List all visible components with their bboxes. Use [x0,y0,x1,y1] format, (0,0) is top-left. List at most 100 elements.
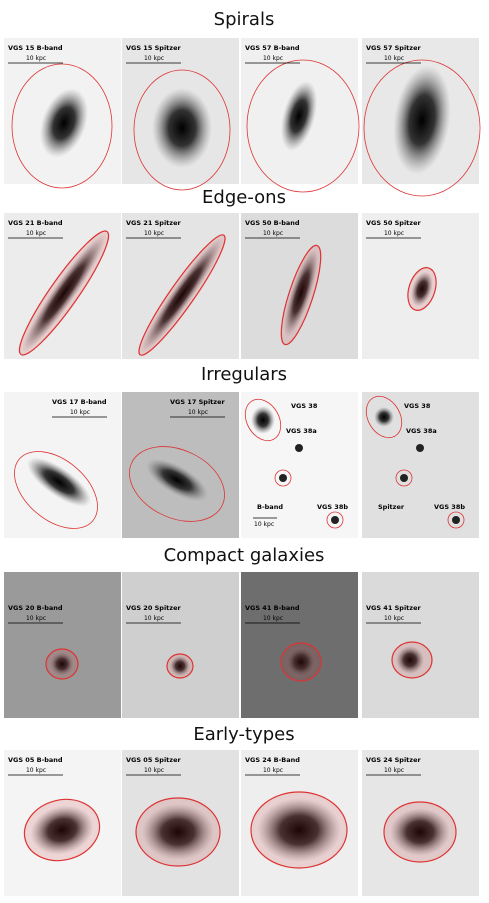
image-panel: VGS 20 Spitzer 10 kpc [122,572,239,718]
section-title: Irregulars [201,364,287,385]
contour [18,230,110,356]
contour [166,653,194,679]
scale-label: 10 kpc [26,230,46,237]
galaxy [410,271,434,307]
panel-label: VGS 17 Spitzer [170,398,225,406]
galaxy [285,646,317,678]
galaxy [283,249,319,337]
image-panel: VGS 41 B-band 10 kpc [241,572,358,718]
contour [280,642,322,682]
galaxy [152,88,212,168]
scale-label: 10 kpc [144,55,164,62]
contour [45,648,79,680]
panel-label: VGS 21 B-band [8,219,63,227]
contour [23,798,101,862]
galaxy [251,406,275,434]
star [452,516,460,524]
scale-label: 10 kpc [384,615,404,622]
galaxy [396,646,424,674]
contour [129,446,225,522]
star [400,474,408,482]
scale-label: 10 kpc [188,409,208,416]
panel-label: VGS 20 B-band [8,604,63,612]
panel-background [362,572,479,718]
galaxy [30,805,94,855]
scale-label: 10 kpc [144,615,164,622]
contour [395,469,413,487]
panel-label: B-band [257,503,283,511]
panel-label: VGS 38a [286,427,317,435]
panel-label: VGS 50 B-band [245,219,300,227]
scale-label: 10 kpc [26,55,46,62]
contour [280,244,322,346]
image-panel: VGS 41 Spitzer 10 kpc [362,572,479,718]
image-panel: VGS 38 VGS 38a B-band VGS 38b 10 kpc [241,392,358,538]
panel-label: VGS 41 Spitzer [366,604,421,612]
contour [14,451,98,529]
galaxy [145,458,209,502]
scale-label: 10 kpc [144,230,164,237]
panel-background [122,572,239,718]
star [295,444,303,452]
galaxy [280,80,318,152]
section-title: Early-types [193,724,294,745]
panel-label: VGS 17 B-band [52,398,107,406]
galaxy [26,457,92,507]
image-panel: VGS 15 B-band 10 kpc [4,38,121,189]
contour [135,797,221,867]
image-panel: VGS 21 B-band 10 kpc [4,213,121,359]
contour [326,511,344,529]
contour [246,59,360,193]
scale-label: 10 kpc [263,230,283,237]
image-panel: VGS 57 Spitzer 10 kpc [362,38,481,197]
image-panel: VGS 17 B-band 10 kpc [4,392,121,538]
image-panel: VGS 24 Spitzer 10 kpc [362,750,479,896]
contour [447,511,465,529]
panel-label: VGS 50 Spitzer [366,219,421,227]
panel-label: VGS 21 Spitzer [126,219,181,227]
image-panel: VGS 17 Spitzer 10 kpc [122,392,239,538]
galaxy [141,237,223,353]
scale-label: 10 kpc [254,521,274,528]
panel-label: VGS 57 B-band [245,44,300,52]
galaxy [374,407,394,427]
panel-background [122,392,239,538]
galaxy [393,65,451,175]
scale-label: 10 kpc [26,767,46,774]
panel-label: VGS 05 Spitzer [126,756,181,764]
image-panel: VGS 05 Spitzer 10 kpc [122,750,239,896]
panel-label: VGS 38a [406,427,437,435]
galaxy [39,88,89,158]
panel-background [241,572,358,718]
star [331,516,339,524]
panel-label: VGS 24 Spitzer [366,756,421,764]
galaxy [50,652,74,676]
panel-label: VGS 38 [404,402,431,410]
image-panel: VGS 05 B-band 10 kpc [4,750,121,896]
scale-label: 10 kpc [384,767,404,774]
star [416,444,424,452]
image-panel: VGS 20 B-band 10 kpc [4,572,121,718]
image-panel: VGS 50 B-band 10 kpc [241,213,358,359]
contour [133,69,231,191]
image-panel: VGS 57 B-band 10 kpc [241,38,360,193]
contour [244,398,282,442]
scale-label: 10 kpc [144,767,164,774]
star [279,474,287,482]
scale-label: 10 kpc [263,615,283,622]
panel-background [4,572,121,718]
panel-label: VGS 38 [291,402,318,410]
contour [250,791,348,869]
panel-label: VGS 38b [434,503,465,511]
scale-label: 10 kpc [384,230,404,237]
section-title: Compact galaxies [164,545,325,566]
galaxy [142,804,214,860]
scale-label: 10 kpc [26,615,46,622]
contour [407,267,437,311]
galaxy [390,808,450,856]
panel-label: VGS 41 B-band [245,604,300,612]
scale-label: 10 kpc [263,55,283,62]
galaxy [170,656,190,676]
image-panel: VGS 21 Spitzer 10 kpc [122,213,239,359]
